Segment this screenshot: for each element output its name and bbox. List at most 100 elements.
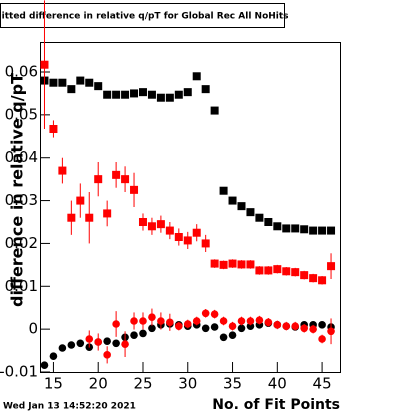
point: [85, 213, 94, 222]
point: [219, 260, 228, 269]
point: [49, 352, 58, 360]
x-tick-label: 30: [178, 375, 197, 393]
point: [147, 90, 156, 99]
point: [94, 338, 103, 346]
point: [166, 318, 174, 327]
point: [273, 265, 282, 274]
point: [148, 324, 156, 333]
point: [58, 166, 67, 175]
point: [228, 259, 237, 268]
point: [246, 208, 255, 217]
point: [112, 320, 120, 328]
point: [228, 331, 237, 339]
point: [175, 322, 183, 330]
point: [318, 226, 327, 235]
timestamp: Wed Jan 13 14:52:20 2021: [3, 402, 136, 412]
point: [58, 344, 67, 352]
point: [103, 209, 112, 218]
x-tick-label: 25: [133, 375, 152, 393]
point: [130, 185, 139, 194]
point: [300, 271, 309, 280]
point: [300, 324, 308, 333]
point: [300, 225, 309, 234]
point: [327, 226, 336, 235]
point: [237, 202, 246, 211]
point: [219, 186, 228, 195]
point: [183, 236, 192, 245]
point: [67, 341, 76, 349]
x-tick-label: 45: [313, 375, 332, 393]
point: [309, 325, 317, 333]
point: [282, 267, 291, 276]
point: [49, 125, 58, 133]
point: [174, 233, 183, 241]
point: [318, 335, 326, 343]
x-tick-label: 35: [223, 375, 242, 393]
point: [67, 213, 76, 222]
point: [273, 222, 282, 231]
point: [201, 239, 210, 248]
point: [273, 321, 282, 329]
point: [165, 226, 174, 235]
point: [264, 218, 273, 226]
y-tick-label: 0.04: [5, 148, 38, 166]
point: [76, 196, 85, 205]
point: [264, 318, 273, 327]
point: [121, 90, 130, 99]
point: [103, 351, 111, 359]
point: [156, 93, 165, 102]
x-tick-label: 40: [268, 375, 287, 393]
point: [228, 322, 237, 330]
point: [237, 260, 246, 269]
point: [309, 226, 318, 235]
point: [192, 228, 201, 237]
point: [282, 322, 291, 330]
point: [147, 222, 156, 231]
point: [210, 310, 219, 318]
title-box: [0, 3, 285, 28]
point: [309, 274, 318, 283]
point: [183, 320, 192, 328]
point: [130, 317, 138, 325]
point: [40, 361, 49, 369]
point: [192, 317, 201, 325]
point: [183, 88, 192, 97]
point: [255, 266, 264, 275]
point: [264, 266, 273, 275]
point: [112, 170, 121, 179]
point: [219, 317, 228, 325]
point: [130, 331, 138, 339]
point: [112, 339, 120, 348]
point: [237, 317, 246, 325]
point: [76, 76, 85, 85]
x-tick-label: 15: [44, 375, 63, 393]
point: [318, 321, 326, 329]
point: [40, 60, 49, 69]
point: [318, 276, 327, 285]
chart-title: Fitted difference in relative q/pT for G…: [0, 12, 289, 22]
point: [121, 175, 130, 184]
y-tick-label: 0.05: [5, 105, 38, 123]
point: [228, 196, 237, 205]
point: [85, 78, 94, 87]
point: [76, 339, 85, 348]
point: [49, 78, 58, 87]
point: [94, 175, 103, 184]
y-axis-label: difference in relative q/pT: [8, 73, 27, 307]
point: [156, 220, 165, 229]
point: [103, 90, 112, 99]
plot-frame: [40, 42, 341, 373]
point: [282, 224, 291, 233]
point: [121, 340, 129, 348]
point: [210, 106, 219, 115]
point: [192, 72, 201, 81]
point: [291, 268, 300, 277]
point: [94, 82, 103, 91]
point: [58, 78, 67, 87]
point: [130, 89, 139, 98]
point: [139, 317, 147, 325]
point: [85, 335, 94, 343]
y-tick-label: 0.01: [5, 277, 38, 295]
point: [138, 88, 147, 97]
